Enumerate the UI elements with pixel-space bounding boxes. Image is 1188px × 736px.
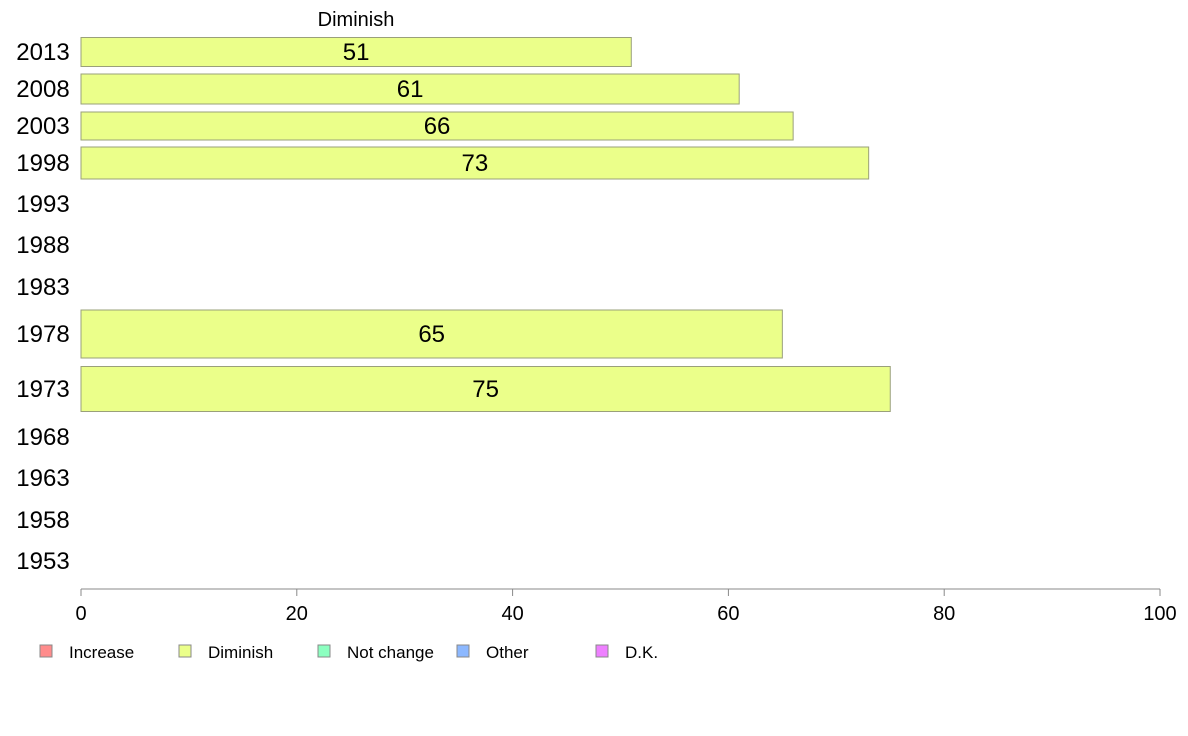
legend-label: Not change — [347, 643, 434, 662]
data-label: 61 — [397, 76, 424, 103]
y-tick-label: 1953 — [16, 548, 69, 575]
y-tick-label: 1973 — [16, 376, 69, 403]
legend-label: D.K. — [625, 643, 658, 662]
x-tick-label: 60 — [717, 603, 739, 625]
x-tick-label: 40 — [501, 603, 523, 625]
data-label: 51 — [343, 39, 370, 66]
x-axis-ticks: 0 20 40 60 80 100 — [75, 589, 1177, 625]
y-tick-label: 1978 — [16, 321, 69, 348]
y-tick-label: 1983 — [16, 274, 69, 301]
series-title: Diminish — [318, 9, 395, 31]
bar — [80, 309, 783, 359]
bar — [80, 37, 632, 67]
chart-rows: 2013 51 2008 61 2003 66 1998 73 1993 1988 1983 1978… — [16, 37, 891, 575]
y-tick-label: 1968 — [16, 424, 69, 451]
y-tick-label: 1958 — [16, 507, 69, 534]
legend-label: Increase — [69, 643, 134, 662]
x-tick-label: 20 — [286, 603, 308, 625]
legend-swatch — [456, 644, 470, 658]
x-tick-label: 80 — [933, 603, 955, 625]
y-tick-label: 1988 — [16, 232, 69, 259]
y-tick-label: 1963 — [16, 465, 69, 492]
legend-label: Other — [486, 643, 529, 662]
legend: Increase Diminish Not change Other D.K. — [39, 643, 658, 662]
bar — [80, 146, 870, 180]
data-label: 66 — [424, 113, 451, 140]
legend-swatch — [317, 644, 331, 658]
legend-swatch — [39, 644, 53, 658]
data-label: 73 — [461, 150, 488, 177]
y-tick-label: 1998 — [16, 150, 69, 177]
y-tick-label: 1993 — [16, 191, 69, 218]
legend-swatch — [595, 644, 609, 658]
x-tick-label: 100 — [1143, 603, 1176, 625]
bar — [80, 73, 740, 105]
legend-label: Diminish — [208, 643, 273, 662]
data-label: 75 — [472, 376, 499, 403]
data-label: 65 — [418, 321, 445, 348]
y-tick-label: 2013 — [16, 39, 69, 66]
bar — [80, 366, 891, 412]
x-tick-label: 0 — [75, 603, 86, 625]
y-tick-label: 2008 — [16, 76, 69, 103]
legend-swatch — [178, 644, 192, 658]
y-tick-label: 2003 — [16, 113, 69, 140]
bar — [80, 111, 794, 141]
